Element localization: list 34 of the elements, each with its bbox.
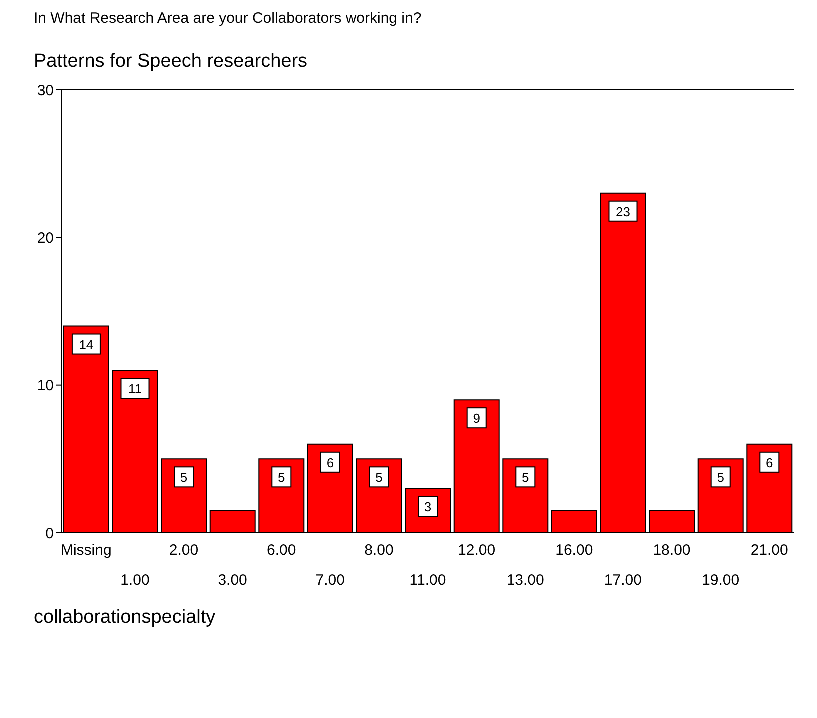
- data-label: 6: [766, 455, 774, 470]
- x-tick-label: 13.00: [506, 572, 544, 589]
- x-tick-label: 18.00: [653, 542, 691, 559]
- data-label: 23: [616, 204, 630, 220]
- y-tick-label: 30: [37, 82, 54, 100]
- x-tick-label: 2.00: [169, 542, 199, 559]
- data-label: 6: [326, 455, 334, 470]
- x-tick-label: 19.00: [702, 572, 740, 589]
- x-tick-label: Missing: [60, 542, 112, 559]
- data-label: 5: [717, 470, 724, 486]
- y-tick-label: 0: [46, 525, 54, 542]
- x-tick-label: 6.00: [267, 542, 296, 559]
- data-label: 14: [79, 337, 94, 352]
- chart-subtitle: Patterns for Speech researchers: [34, 51, 309, 73]
- data-label: 5: [180, 470, 188, 486]
- chart-title: In What Research Area are your Collaborators working in?: [34, 10, 423, 27]
- x-tick-label: 3.00: [218, 572, 248, 589]
- x-tick-label: 21.00: [750, 542, 788, 559]
- y-tick-label: 10: [37, 378, 54, 395]
- x-tick-label: 17.00: [604, 572, 642, 589]
- data-label: 11: [128, 382, 142, 397]
- x-tick-label: 16.00: [556, 542, 594, 559]
- data-label: 5: [278, 470, 286, 486]
- y-tick-label: 20: [37, 230, 54, 247]
- x-tick-label: 7.00: [316, 572, 345, 589]
- x-tick-label: 11.00: [410, 572, 446, 589]
- x-tick-label: 8.00: [364, 542, 394, 559]
- data-label: 5: [376, 470, 383, 486]
- x-axis-title: collaborationspecialty: [34, 607, 217, 629]
- x-tick-label: 1.00: [120, 572, 150, 589]
- data-label: 3: [424, 500, 432, 515]
- data-label: 9: [473, 411, 480, 426]
- x-tick-label: 12.00: [458, 542, 496, 559]
- data-label: 5: [522, 470, 530, 486]
